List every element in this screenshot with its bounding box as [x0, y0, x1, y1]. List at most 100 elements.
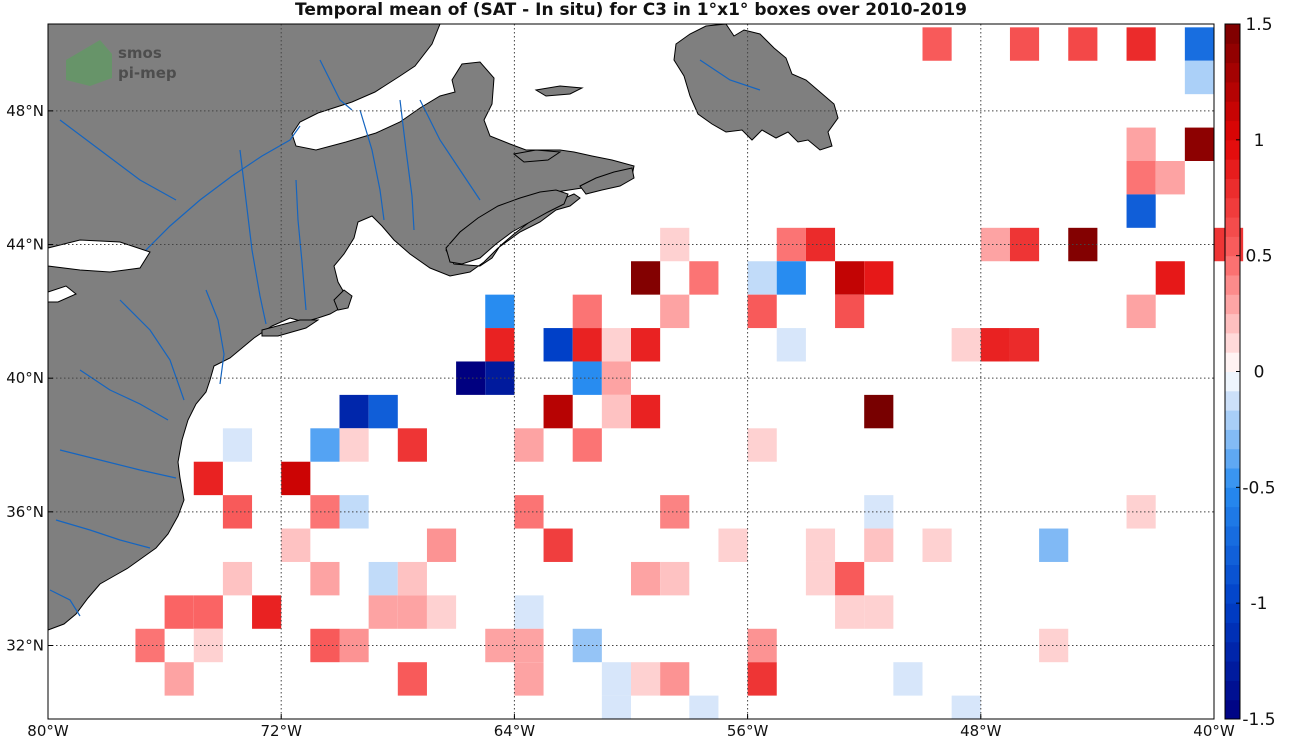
heatmap-cell	[601, 662, 631, 696]
heatmap-cell	[1039, 528, 1069, 562]
colorbar-segment	[1225, 487, 1240, 508]
heatmap-cell	[1126, 294, 1156, 329]
colorbar-segment	[1225, 62, 1240, 83]
heatmap-cell	[864, 528, 894, 562]
colorbar	[1224, 23, 1241, 720]
heatmap-cell	[572, 328, 602, 362]
colorbar-segment	[1225, 410, 1240, 430]
heatmap-cell	[514, 662, 544, 696]
hudson-river	[239, 149, 267, 325]
heatmap-cell	[631, 394, 661, 429]
heatmap-cell	[835, 595, 865, 629]
heatmap-cell	[835, 294, 865, 329]
x-axis-labels: 80°W 72°W 64°W 56°W 48°W 40°W	[27, 714, 1235, 738]
heatmap-cell	[660, 294, 690, 329]
heatmap-cell	[310, 428, 340, 462]
anticosti-island	[534, 85, 584, 97]
heatmap-cell	[835, 561, 865, 596]
heatmap-cell	[689, 261, 719, 295]
colorbar-segment	[1225, 81, 1240, 102]
colorbar-segment	[1225, 139, 1240, 160]
heatmap-cell	[164, 662, 194, 696]
x-tick-label: 48°W	[960, 722, 1002, 738]
heatmap-cell	[1009, 328, 1040, 362]
heatmap-cell	[893, 662, 923, 696]
lake-ontario	[47, 239, 151, 273]
x-tick-label: 72°W	[260, 722, 302, 738]
heatmap-cell	[543, 394, 573, 429]
colorbar-labels: 1.5 1 0.5 0 -0.5 -1 -1.5	[1236, 15, 1276, 730]
ottawa-river	[59, 119, 177, 201]
heatmap-cell	[835, 261, 865, 295]
colorbar-segment	[1225, 390, 1240, 411]
heatmap-cell	[747, 662, 777, 696]
heatmap-cell	[339, 428, 369, 462]
smos-pimep-logo: smos pi-mep	[66, 40, 177, 86]
heatmap-cell	[747, 261, 777, 295]
pee-dee-river	[49, 589, 81, 617]
x-tick-label: 40°W	[1193, 722, 1235, 738]
colorbar-tick-label: 0	[1254, 363, 1265, 383]
connecticut-river	[295, 179, 307, 311]
x-tick-label: 56°W	[727, 722, 769, 738]
logo-text-line1: smos	[118, 44, 162, 62]
colorbar-segment	[1225, 622, 1240, 643]
colorbar-tick-label: -0.5	[1242, 478, 1275, 498]
heatmap-cell	[1126, 194, 1156, 228]
heatmap-cell	[1068, 27, 1098, 61]
heatmap-cell	[747, 428, 777, 462]
long-island	[261, 319, 320, 337]
heatmap-cell	[485, 328, 515, 362]
colorbar-tick-label: 1.5	[1245, 15, 1272, 35]
heatmap-cell	[485, 361, 515, 395]
colorbar-segment	[1225, 236, 1240, 257]
heatmap-cell	[864, 595, 894, 629]
heatmap-cell	[514, 428, 544, 462]
y-tick-label: 48°N	[6, 102, 44, 120]
heatmap-cell	[718, 528, 748, 562]
colorbar-tick-label: 1	[1254, 131, 1265, 151]
heatmap-cell	[222, 428, 253, 462]
colorbar-segment	[1225, 506, 1240, 527]
colorbar-segment	[1225, 603, 1240, 623]
st-lawrence-river	[139, 125, 301, 257]
heatmap-cell	[660, 561, 690, 596]
colorbar-segment	[1225, 294, 1240, 315]
heatmap-cell	[980, 328, 1010, 362]
colorbar-segment	[1225, 178, 1240, 199]
nova-scotia	[445, 189, 569, 265]
heatmap-cell	[689, 695, 719, 719]
potomac-river	[79, 369, 169, 421]
heatmap-cell	[864, 394, 894, 429]
roanoke-river	[55, 519, 151, 549]
heatmap-cell	[426, 528, 457, 562]
heatmap-cell	[368, 595, 398, 629]
kennebec-river	[359, 109, 385, 221]
colorbar-segment	[1225, 24, 1240, 44]
heatmap-cell	[368, 561, 398, 596]
colorbar-segment	[1225, 217, 1240, 237]
heatmap-cell	[193, 595, 223, 629]
heatmap-cell	[1184, 27, 1214, 61]
colorbar-segment	[1225, 699, 1240, 720]
saint-john-river	[419, 99, 481, 201]
heatmap-cell	[631, 328, 661, 362]
heatmap-cell	[368, 394, 398, 429]
y-tick-label: 44°N	[6, 236, 44, 254]
heatmap-cell	[660, 662, 690, 696]
james-river	[59, 449, 177, 479]
logo-text-line2: pi-mep	[118, 64, 177, 82]
saguenay-river	[319, 59, 353, 111]
heatmap-cell	[922, 528, 952, 562]
cape-cod	[333, 289, 353, 311]
heatmap-cell	[485, 628, 515, 663]
heatmap-cell	[747, 294, 777, 329]
heatmap-cell	[1155, 261, 1185, 295]
heatmap-cell	[601, 394, 631, 429]
colorbar-segment	[1225, 43, 1240, 64]
heatmap-cells	[135, 27, 1244, 719]
x-tick-label: 80°W	[27, 722, 69, 738]
colorbar-segment	[1225, 545, 1240, 566]
heatmap-cell	[397, 428, 427, 462]
